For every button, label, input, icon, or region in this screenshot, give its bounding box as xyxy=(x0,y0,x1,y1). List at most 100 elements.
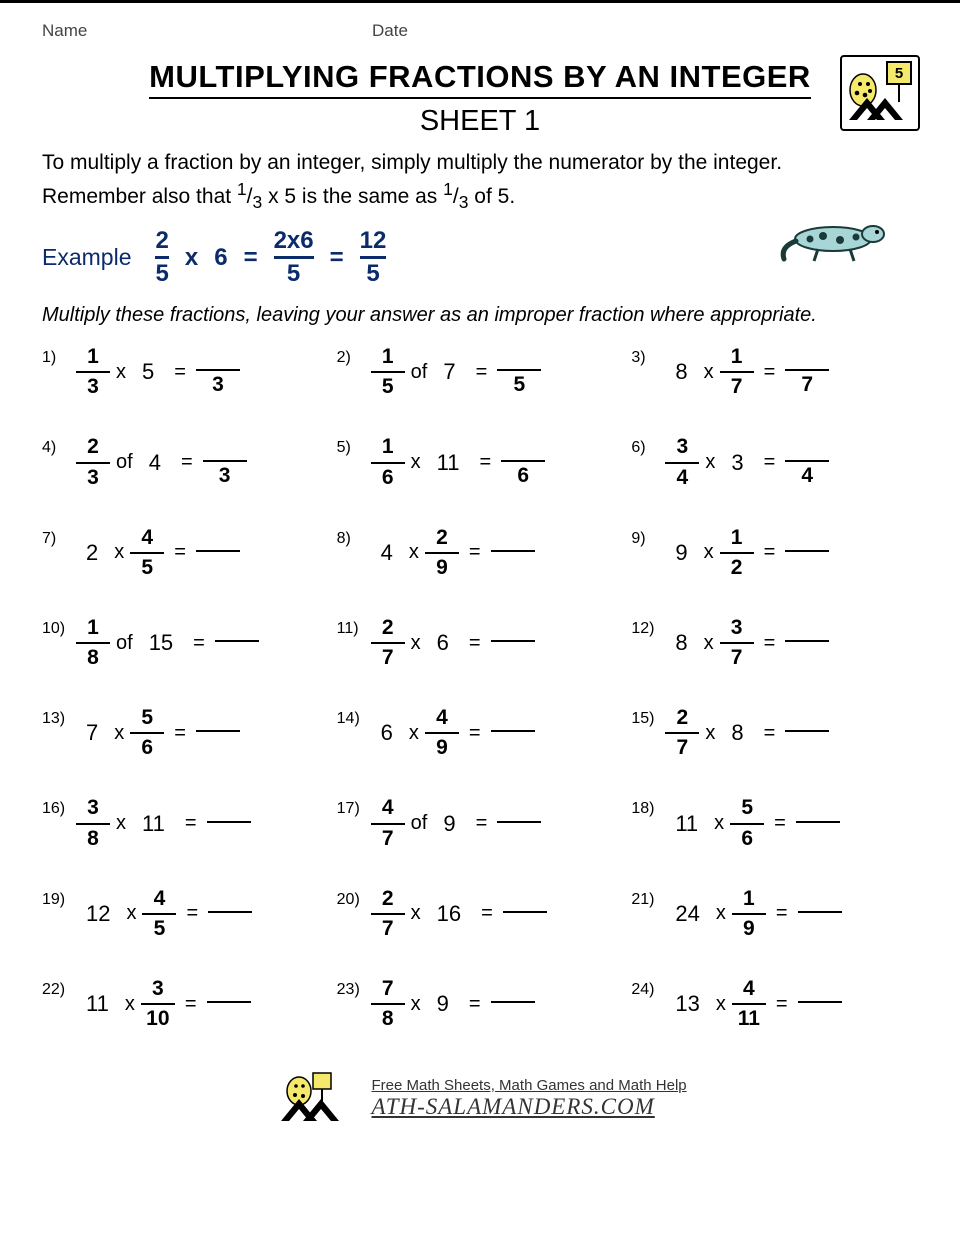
answer-blank[interactable]: 5 xyxy=(497,351,541,393)
equals-sign: = xyxy=(469,541,481,564)
worksheet-title: MULTIPLYING FRACTIONS BY AN INTEGER xyxy=(149,59,811,99)
fraction: 37 xyxy=(720,616,754,670)
problem: 13)7x56= xyxy=(42,706,329,760)
problem: 1)13x5=3 xyxy=(42,345,329,399)
example-eq-2: = xyxy=(330,244,344,272)
fraction: 45 xyxy=(142,887,176,941)
problem-number: 6) xyxy=(631,435,665,457)
fraction: 27 xyxy=(371,616,405,670)
problem-number: 2) xyxy=(337,345,371,367)
answer-blank[interactable]: 4 xyxy=(785,442,829,484)
integer: 12 xyxy=(82,901,114,927)
inline-frac-den-2: 3 xyxy=(459,193,469,213)
equals-sign: = xyxy=(764,722,776,745)
fraction: 78 xyxy=(371,977,405,1031)
answer-blank[interactable] xyxy=(491,532,535,574)
answer-blank[interactable] xyxy=(785,712,829,754)
problem: 7)2x45= xyxy=(42,526,329,580)
footer: Free Math Sheets, Math Games and Math He… xyxy=(42,1071,918,1125)
problem: 2)15of7=5 xyxy=(337,345,624,399)
answer-blank[interactable] xyxy=(215,622,259,664)
problem-number: 7) xyxy=(42,526,76,548)
multiply-operator: x xyxy=(411,993,421,1016)
answer-blank[interactable] xyxy=(503,893,547,935)
answer-blank[interactable] xyxy=(796,803,840,845)
example-row: Example 2 5 x 6 = 2x6 5 = 12 5 xyxy=(42,229,918,286)
equals-sign: = xyxy=(764,361,776,384)
instructions: To multiply a fraction by an integer, si… xyxy=(42,148,918,215)
problem-number: 11) xyxy=(337,616,371,638)
integer: 8 xyxy=(671,630,691,656)
equals-sign: = xyxy=(469,993,481,1016)
problem: 8)4x29= xyxy=(337,526,624,580)
answer-blank[interactable] xyxy=(491,712,535,754)
problem: 19)12x45= xyxy=(42,887,329,941)
name-label: Name xyxy=(42,21,372,41)
answer-blank[interactable] xyxy=(196,532,240,574)
fraction: 27 xyxy=(371,887,405,941)
problem: 10)18of15= xyxy=(42,616,329,670)
answer-blank[interactable] xyxy=(491,983,535,1025)
instr-text-b: x 5 is the same as xyxy=(262,185,443,208)
problem: 17)47of9= xyxy=(337,796,624,850)
answer-blank[interactable] xyxy=(785,622,829,664)
answer-blank[interactable] xyxy=(491,622,535,664)
answer-blank[interactable] xyxy=(798,983,842,1025)
integer: 6 xyxy=(433,630,453,656)
fraction: 45 xyxy=(130,526,164,580)
answer-blank[interactable] xyxy=(798,893,842,935)
integer: 11 xyxy=(82,991,113,1017)
multiply-operator: x xyxy=(125,993,135,1016)
problem: 3)8x17=7 xyxy=(631,345,918,399)
instr-text-a: Remember also that xyxy=(42,185,237,208)
answer-blank[interactable]: 3 xyxy=(203,442,247,484)
multiply-operator: x xyxy=(411,902,421,925)
problem: 4)23of4=3 xyxy=(42,435,329,489)
example-fraction-1: 2 5 xyxy=(155,229,168,286)
of-operator: of xyxy=(116,451,133,474)
date-label: Date xyxy=(372,21,408,41)
answer-blank[interactable] xyxy=(196,712,240,754)
answer-blank[interactable] xyxy=(208,893,252,935)
equals-sign: = xyxy=(774,812,786,835)
answer-blank[interactable] xyxy=(207,983,251,1025)
problem: 21)24x19= xyxy=(631,887,918,941)
problem-number: 9) xyxy=(631,526,665,548)
fraction: 56 xyxy=(730,796,764,850)
problem-number: 16) xyxy=(42,796,76,818)
multiply-operator: x xyxy=(114,722,124,745)
equals-sign: = xyxy=(764,541,776,564)
answer-blank[interactable] xyxy=(207,803,251,845)
example-label: Example xyxy=(42,244,131,271)
integer: 11 xyxy=(671,811,702,837)
fraction: 34 xyxy=(665,435,699,489)
sub-instructions: Multiply these fractions, leaving your a… xyxy=(42,304,918,327)
equals-sign: = xyxy=(476,812,488,835)
answer-blank[interactable] xyxy=(785,532,829,574)
inline-frac-den: 3 xyxy=(253,193,263,213)
answer-blank[interactable] xyxy=(497,803,541,845)
fraction: 16 xyxy=(371,435,405,489)
equals-sign: = xyxy=(764,632,776,655)
instructions-line-1: To multiply a fraction by an integer, si… xyxy=(42,148,918,177)
fraction: 49 xyxy=(425,706,459,760)
equals-sign: = xyxy=(181,451,193,474)
example-eq-1: = xyxy=(244,244,258,272)
footer-brand: ATH-SALAMANDERS.COM xyxy=(372,1094,655,1119)
problem-number: 12) xyxy=(631,616,665,638)
multiply-operator: x xyxy=(116,361,126,384)
example-op-1: x xyxy=(185,244,198,272)
multiply-operator: x xyxy=(126,902,136,925)
fraction: 411 xyxy=(732,977,766,1031)
problem-number: 21) xyxy=(631,887,665,909)
equals-sign: = xyxy=(481,902,493,925)
of-operator: of xyxy=(411,812,428,835)
answer-blank[interactable]: 3 xyxy=(196,351,240,393)
problem: 11)27x6= xyxy=(337,616,624,670)
problem: 9)9x12= xyxy=(631,526,918,580)
multiply-operator: x xyxy=(705,722,715,745)
equals-sign: = xyxy=(476,361,488,384)
equals-sign: = xyxy=(776,902,788,925)
answer-blank[interactable]: 6 xyxy=(501,442,545,484)
answer-blank[interactable]: 7 xyxy=(785,351,829,393)
